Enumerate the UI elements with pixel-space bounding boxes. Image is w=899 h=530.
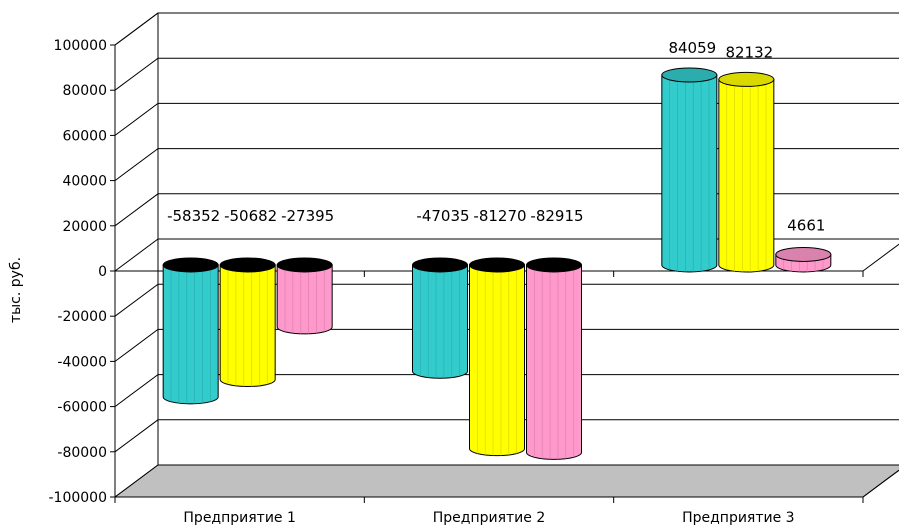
gridline	[114, 283, 899, 317]
bar-body	[219, 264, 276, 388]
data-labels: -58352 -50682 -27395 -47035 -81270 -8291…	[167, 39, 825, 234]
y-tick-labels: 100000 80000 60000 40000 20000 0 -20000 …	[49, 38, 108, 506]
data-label: 84059	[668, 39, 716, 57]
bar	[775, 246, 832, 273]
data-label: -58352	[167, 207, 220, 225]
gridline	[114, 238, 899, 272]
bar-top	[661, 67, 718, 83]
gridline	[114, 12, 899, 46]
y-tick-label: 80000	[62, 83, 107, 99]
bar-body	[412, 264, 468, 379]
y-tick-label: -80000	[57, 445, 107, 461]
chart-floor	[113, 464, 899, 498]
bar-top	[412, 257, 468, 273]
data-label: -47035	[416, 207, 469, 225]
y-tick-label: 60000	[62, 128, 107, 144]
bar-body	[469, 264, 525, 457]
y-tick-label: 0	[98, 264, 107, 280]
data-label: 4661	[787, 216, 825, 234]
y-axis-title: тыс. руб.	[8, 257, 24, 323]
data-label: -81270	[473, 207, 526, 225]
bar-top	[718, 71, 775, 87]
bar-top	[775, 246, 832, 262]
gridline	[114, 374, 899, 408]
gridline	[114, 419, 899, 453]
bar-top	[219, 257, 276, 273]
y-tick-label: -20000	[57, 309, 107, 325]
y-tick-label: -100000	[49, 490, 108, 506]
gridline	[114, 328, 899, 362]
category-label: Предприятие 1	[183, 510, 296, 526]
bar-body	[526, 264, 582, 460]
bar	[276, 257, 333, 335]
bar	[469, 257, 525, 457]
gridline	[114, 102, 899, 136]
y-tick-label: -60000	[57, 400, 107, 416]
data-label: 82132	[725, 43, 773, 61]
bar	[162, 257, 219, 405]
data-label: -82915	[530, 207, 583, 225]
bar-body	[162, 264, 219, 405]
data-label: -50682	[224, 207, 277, 225]
y-tick-label: 20000	[62, 219, 107, 235]
bar	[412, 257, 468, 379]
bar-top	[526, 257, 582, 273]
data-label: -27395	[281, 207, 334, 225]
y-tick-label: 40000	[62, 174, 107, 190]
bar-body	[661, 74, 718, 273]
y-tick-label: 100000	[54, 38, 107, 54]
gridline	[114, 193, 899, 227]
bar	[718, 71, 775, 273]
floor-plane	[113, 464, 899, 498]
category-label: Предприятие 2	[433, 510, 546, 526]
category-label: Предприятие 3	[682, 510, 795, 526]
bar-body	[276, 264, 333, 335]
gridline	[114, 57, 899, 91]
wall-edge	[114, 12, 899, 46]
bar-top	[276, 257, 333, 273]
bar	[661, 67, 718, 273]
category-labels: Предприятие 1 Предприятие 2 Предприятие …	[183, 510, 794, 526]
bar-top	[162, 257, 219, 273]
bars	[162, 67, 832, 460]
zero-line-edge	[862, 243, 899, 272]
bar	[526, 257, 582, 460]
bar-top	[469, 257, 525, 273]
bar-body	[718, 78, 775, 273]
bar	[219, 257, 276, 388]
gridline	[114, 148, 899, 182]
y-tick-label: -40000	[57, 354, 107, 370]
